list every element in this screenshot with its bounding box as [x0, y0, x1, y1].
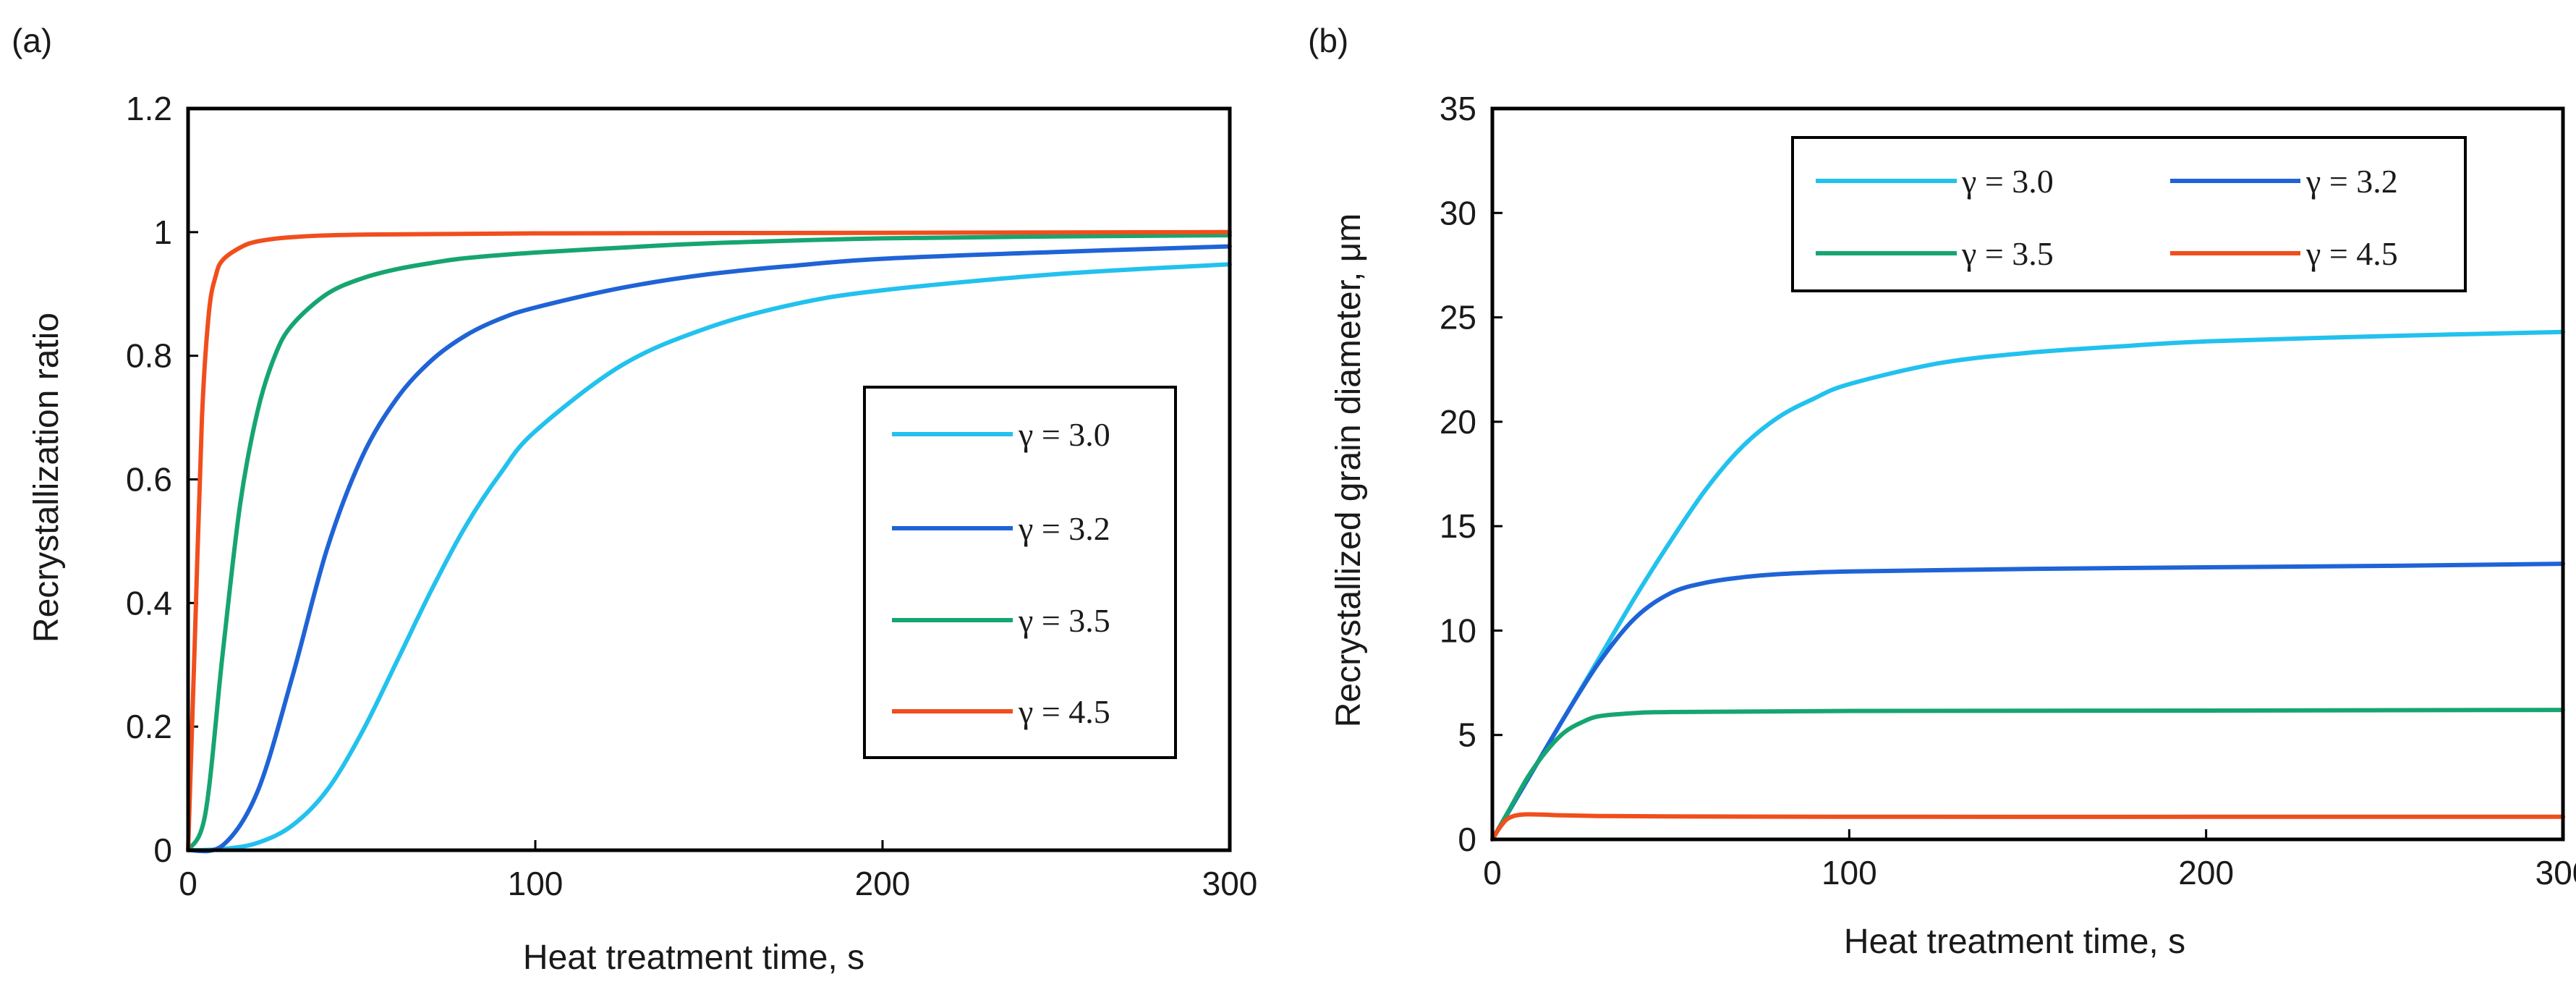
y-tick-label-b-2: 10 [1440, 611, 1476, 649]
legend-label-a-0: γ = 3.0 [1018, 416, 1110, 453]
x-tick-label-a-3: 300 [1202, 865, 1258, 902]
legend-label-b-2: γ = 3.5 [1961, 235, 2054, 272]
legend-label-a-1: γ = 3.2 [1018, 510, 1110, 547]
legend-label-b-0: γ = 3.0 [1961, 163, 2054, 200]
series-line-b-2 [1490, 708, 2565, 842]
legend-a: γ = 3.0 γ = 3.2 γ = 3.5 γ = 4.5 [863, 386, 1177, 759]
y-tick-label-b-0: 0 [1458, 821, 1476, 858]
series-line-b-1 [1490, 562, 2565, 842]
x-tick-label-a-0: 0 [179, 865, 197, 902]
x-tick-label-a-2: 200 [855, 865, 911, 902]
y-tick-label-b-3: 15 [1440, 507, 1476, 545]
series-line-a-2 [186, 233, 1232, 852]
x-tick-label-b-1: 100 [1822, 854, 1877, 891]
series-line-a-1 [186, 244, 1232, 854]
series-line-a-3 [186, 229, 1232, 852]
x-axis-title-a: Heat treatment time, s [523, 939, 864, 977]
legend-label-a-2: γ = 3.5 [1018, 602, 1110, 639]
y-tick-label-a-5: 1 [153, 213, 172, 251]
x-tick-label-b-3: 300 [2535, 854, 2576, 891]
y-tick-label-b-7: 35 [1440, 90, 1476, 127]
y-tick-label-b-5: 25 [1440, 299, 1476, 336]
y-tick-label-b-1: 5 [1458, 716, 1476, 754]
legend-label-b-1: γ = 3.2 [2305, 163, 2398, 200]
chart-b: (b) Recrystallized grain diameter, μm He… [1308, 22, 2576, 961]
x-tick-label-b-0: 0 [1483, 854, 1502, 891]
y-tick-label-a-0: 0 [153, 831, 172, 869]
panel-label-a: (a) [12, 22, 52, 59]
plot-frame-b [1490, 106, 2565, 842]
x-axis-title-b: Heat treatment time, s [1844, 923, 2185, 961]
legend-b: γ = 3.0 γ = 3.2 γ = 3.5 γ = 4.5 [1791, 136, 2467, 292]
y-tick-label-a-3: 0.6 [126, 461, 172, 499]
series-line-a-0 [186, 262, 1232, 852]
x-tick-label-b-2: 200 [2178, 854, 2234, 891]
legend-box-b [1791, 136, 2467, 292]
legend-box-a [863, 386, 1177, 759]
y-axis-title-b: Recrystallized grain diameter, μm [1330, 213, 1368, 728]
y-tick-label-a-4: 0.8 [126, 337, 172, 375]
y-axis-title-a: Recrystallization ratio [27, 313, 66, 643]
x-tick-label-a-1: 100 [508, 865, 564, 902]
chart-a: (a) Recrystallization ratio Heat treatme… [12, 22, 1257, 977]
y-tick-label-a-1: 0.2 [126, 708, 172, 745]
legend-label-a-3: γ = 4.5 [1018, 693, 1110, 730]
legend-label-b-3: γ = 4.5 [2305, 235, 2398, 272]
y-tick-label-a-6: 1.2 [126, 90, 172, 127]
y-tick-label-b-6: 30 [1440, 194, 1476, 232]
series-line-b-3 [1490, 812, 2565, 842]
panel-label-b: (b) [1308, 22, 1348, 59]
y-tick-label-b-4: 20 [1440, 403, 1476, 441]
plot-frame-a [186, 106, 1232, 852]
y-tick-label-a-2: 0.4 [126, 584, 172, 622]
series-line-b-0 [1490, 329, 2565, 842]
